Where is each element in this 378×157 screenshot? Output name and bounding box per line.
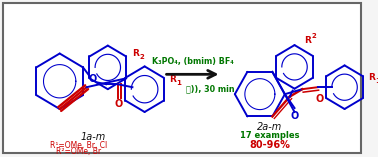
Text: O: O [315, 94, 324, 104]
Text: R: R [304, 36, 311, 45]
Text: 2a-m: 2a-m [257, 122, 282, 132]
Text: O: O [88, 74, 97, 84]
Text: R: R [169, 75, 175, 84]
Text: R¹=OMe, Br, Cl: R¹=OMe, Br, Cl [50, 141, 108, 150]
Text: R²=OMe, Br: R²=OMe, Br [56, 147, 101, 156]
Text: 80-96%: 80-96% [249, 140, 290, 150]
Text: 1: 1 [177, 80, 181, 86]
Text: R: R [368, 73, 375, 82]
Text: K₃PO₄, (bmim) BF₄: K₃PO₄, (bmim) BF₄ [152, 57, 233, 66]
Text: 2: 2 [312, 33, 317, 39]
Text: 17 examples: 17 examples [240, 131, 299, 140]
Text: 1a-m: 1a-m [81, 132, 106, 142]
Text: O: O [115, 99, 123, 109]
Text: R: R [132, 49, 139, 58]
Text: O: O [290, 111, 299, 121]
Text: 2: 2 [139, 54, 144, 60]
Text: ⦿)), 30 min: ⦿)), 30 min [186, 85, 234, 94]
Text: 1: 1 [375, 78, 378, 84]
